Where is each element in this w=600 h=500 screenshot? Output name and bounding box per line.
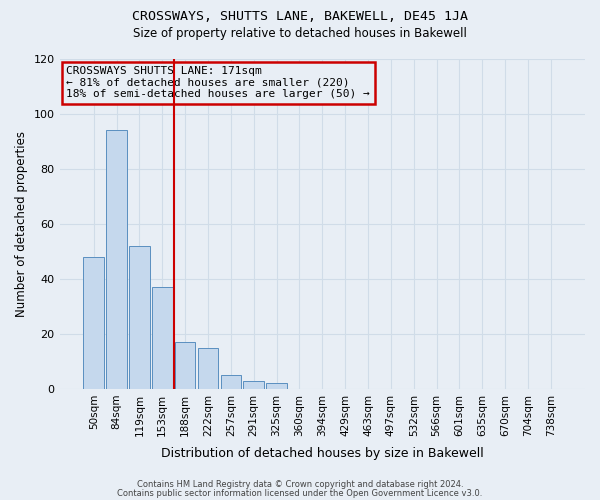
Bar — [129, 246, 150, 389]
Text: CROSSWAYS SHUTTS LANE: 171sqm
← 81% of detached houses are smaller (220)
18% of : CROSSWAYS SHUTTS LANE: 171sqm ← 81% of d… — [67, 66, 370, 99]
Text: CROSSWAYS, SHUTTS LANE, BAKEWELL, DE45 1JA: CROSSWAYS, SHUTTS LANE, BAKEWELL, DE45 1… — [132, 10, 468, 23]
Bar — [198, 348, 218, 389]
Text: Contains public sector information licensed under the Open Government Licence v3: Contains public sector information licen… — [118, 488, 482, 498]
Bar — [266, 384, 287, 389]
X-axis label: Distribution of detached houses by size in Bakewell: Distribution of detached houses by size … — [161, 447, 484, 460]
Bar — [152, 287, 173, 389]
Y-axis label: Number of detached properties: Number of detached properties — [15, 131, 28, 317]
Bar — [83, 257, 104, 389]
Bar — [175, 342, 196, 389]
Text: Contains HM Land Registry data © Crown copyright and database right 2024.: Contains HM Land Registry data © Crown c… — [137, 480, 463, 489]
Bar — [244, 380, 264, 389]
Bar — [221, 375, 241, 389]
Text: Size of property relative to detached houses in Bakewell: Size of property relative to detached ho… — [133, 28, 467, 40]
Bar — [106, 130, 127, 389]
